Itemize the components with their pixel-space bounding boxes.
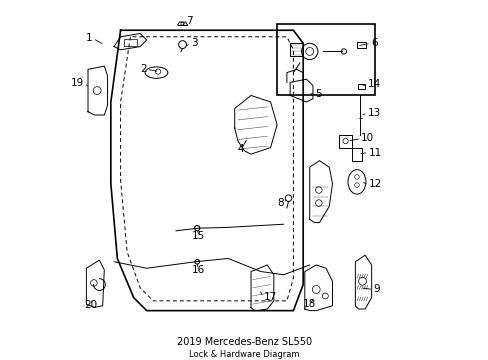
Text: 7: 7 <box>185 16 192 26</box>
Text: 20: 20 <box>84 300 97 310</box>
Bar <box>357 84 365 89</box>
Text: 11: 11 <box>367 148 381 158</box>
Text: 2019 Mercedes-Benz SL550: 2019 Mercedes-Benz SL550 <box>177 337 311 347</box>
Bar <box>277 24 374 95</box>
Text: 10: 10 <box>361 134 374 144</box>
Bar <box>356 42 366 48</box>
Text: 14: 14 <box>367 79 380 89</box>
Text: 18: 18 <box>303 299 316 309</box>
Text: 1: 1 <box>86 33 93 44</box>
Text: 4: 4 <box>238 144 244 154</box>
Text: 15: 15 <box>192 231 205 241</box>
Text: 9: 9 <box>372 284 379 294</box>
Text: 16: 16 <box>191 265 204 275</box>
Text: 12: 12 <box>367 179 381 189</box>
Text: 6: 6 <box>370 38 377 48</box>
Text: 3: 3 <box>190 38 197 48</box>
Text: 19: 19 <box>71 78 84 88</box>
Text: 5: 5 <box>315 89 322 99</box>
Text: Lock & Hardware Diagram: Lock & Hardware Diagram <box>189 350 299 359</box>
Text: 17: 17 <box>263 292 276 302</box>
Text: 2: 2 <box>140 64 146 75</box>
Text: 8: 8 <box>276 198 283 208</box>
Text: 13: 13 <box>367 108 380 118</box>
